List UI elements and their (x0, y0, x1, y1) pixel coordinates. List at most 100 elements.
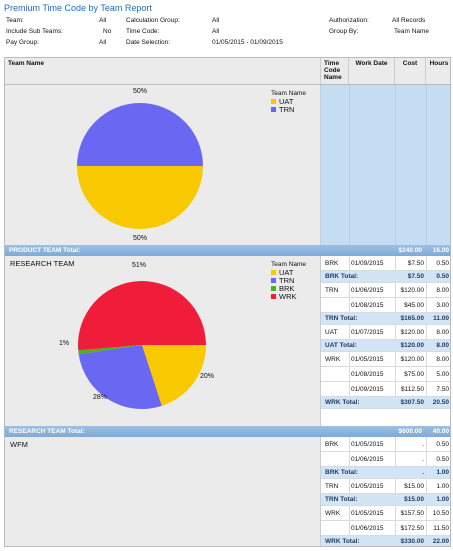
param-include-sub-label: Include Sub Teams: (6, 28, 63, 35)
subtotal-row: TRN Total: $165.00 11.00 (321, 313, 450, 325)
research-team-pie-chart (78, 281, 206, 410)
research-team-legend: Team Name UAT TRN BRK WRK (271, 261, 306, 301)
col-header-team-name[interactable]: Team Name (5, 58, 321, 85)
cost-cell: $172.50 (400, 525, 425, 532)
hours-cell: 11.00 (433, 315, 449, 322)
research-team-total-hours: 40.00 (432, 428, 449, 435)
column-divider (349, 506, 350, 521)
product-team-pie-chart (77, 103, 203, 229)
param-team-value: All (99, 17, 107, 24)
cost-cell: $7.50 (407, 260, 424, 267)
work-date-cell: 01/05/2015 (351, 510, 384, 517)
col-header-cost[interactable]: Cost (395, 58, 426, 85)
time-code-cell: WRK (325, 510, 341, 517)
table-row: BRK 01/09/2015 $7.50 0.50 (321, 256, 450, 271)
pie-slice-trn (77, 103, 203, 166)
column-divider (426, 367, 427, 382)
product-team-total-hours: 16.00 (432, 247, 449, 254)
product-team-total-cost: $240.00 (398, 247, 423, 254)
pie-label-wrk: 51% (132, 262, 147, 269)
param-calc-label: Calculation Group: (126, 17, 180, 24)
subtotal-row: WRK Total: $330.00 22.00 (321, 536, 450, 546)
hours-cell: 3.00 (436, 302, 449, 309)
column-divider (395, 521, 396, 536)
hours-cell: 8.00 (436, 287, 449, 294)
table-row: WRK 01/05/2015 $157.50 10.50 (321, 506, 450, 521)
legend-item-trn: TRN (271, 105, 306, 114)
research-team-total-row: RESEARCH TEAM Total: $600.00 40.00 (5, 426, 450, 437)
hours-cell: 0.50 (436, 441, 449, 448)
column-divider (395, 437, 396, 452)
cost-cell: $120.00 (400, 342, 425, 349)
subtotal-label: TRN Total: (325, 496, 358, 503)
work-date-cell: 01/05/2015 (351, 356, 384, 363)
table-row: 01/06/2015. 0.50 (321, 452, 450, 467)
cost-cell: $307.50 (400, 399, 425, 406)
work-date-cell: 01/07/2015 (351, 329, 384, 336)
param-groupby-label: Group By: (329, 28, 359, 35)
time-code-cell: UAT (325, 329, 338, 336)
cost-cell: $15.00 (404, 483, 424, 490)
cost-cell: $120.00 (400, 356, 425, 363)
pie-slice-uat (142, 345, 206, 406)
column-divider (395, 452, 396, 467)
hours-cell: 0.50 (436, 273, 449, 280)
table-row: TRN 01/05/2015 $15.00 1.00 (321, 479, 450, 494)
pie-slice-trn (78, 345, 162, 410)
cost-cell: $15.00 (404, 496, 424, 503)
product-team-total-label: PRODUCT TEAM Total: (9, 247, 81, 254)
subtotal-label: UAT Total: (325, 342, 357, 349)
cost-cell: $112.50 (400, 386, 424, 393)
product-team-data-pane (321, 85, 450, 245)
pie-slice-uat (77, 166, 203, 229)
hours-cell: 0.50 (436, 456, 449, 463)
column-divider (426, 521, 427, 536)
hours-cell: 1.00 (436, 483, 449, 490)
legend-swatch-uat (271, 269, 276, 275)
param-date-label: Date Selection: (126, 39, 171, 46)
col-header-hours[interactable]: Hours (426, 58, 450, 85)
hours-cell: 1.00 (436, 469, 449, 476)
column-divider (349, 352, 350, 367)
legend-swatch-uat (271, 98, 276, 104)
work-date-cell: 01/05/2015 (351, 441, 384, 448)
col-header-time-code-name[interactable]: Time Code Name (321, 58, 349, 85)
report-title: Premium Time Code by Team Report (4, 3, 152, 13)
pie-label-bottom: 50% (133, 235, 148, 242)
research-team-name: RESEARCH TEAM (10, 259, 75, 268)
hours-cell: 5.00 (436, 371, 449, 378)
time-code-cell: TRN (325, 287, 339, 294)
column-divider (349, 452, 350, 467)
research-team-chart-pane: RESEARCH TEAM 51% 20% 28% 1% Team Name U… (5, 256, 321, 426)
research-team-total-label: RESEARCH TEAM Total: (9, 428, 85, 435)
table-row: 01/06/2015 $172.50 11.50 (321, 521, 450, 536)
table-row: 01/09/2015 $112.50 7.50 (321, 382, 450, 397)
column-divider (426, 382, 427, 397)
cost-cell: $165.00 (400, 315, 425, 322)
column-divider (349, 521, 350, 536)
column-divider (395, 479, 396, 494)
column-divider (395, 298, 396, 313)
column-divider (395, 506, 396, 521)
param-include-sub-value: No (103, 28, 112, 35)
table-row: WRK 01/05/2015 $120.00 8.00 (321, 352, 450, 367)
work-date-cell: 01/08/2015 (351, 302, 384, 309)
column-divider (426, 256, 427, 271)
param-paygroup-value: All (99, 39, 107, 46)
col-header-work-date[interactable]: Work Date (349, 58, 395, 85)
column-divider (395, 283, 396, 298)
subtotal-row: WRK Total: $307.50 20.50 (321, 397, 450, 409)
hours-cell: 0.50 (436, 260, 449, 267)
param-timecode-value: All (212, 28, 220, 35)
subtotal-row: BRK Total:. 1.00 (321, 467, 450, 479)
column-divider (395, 367, 396, 382)
time-code-cell: BRK (325, 260, 339, 267)
param-auth-value: All Records (392, 17, 426, 24)
product-team-legend: Team Name UAT TRN (271, 90, 306, 114)
column-divider (349, 367, 350, 382)
work-date-cell: 01/09/2015 (351, 386, 384, 393)
hours-cell: 1.00 (436, 496, 449, 503)
cost-cell: $120.00 (400, 329, 425, 336)
param-calc-value: All (212, 17, 220, 24)
pie-label-trn: 28% (93, 394, 108, 401)
